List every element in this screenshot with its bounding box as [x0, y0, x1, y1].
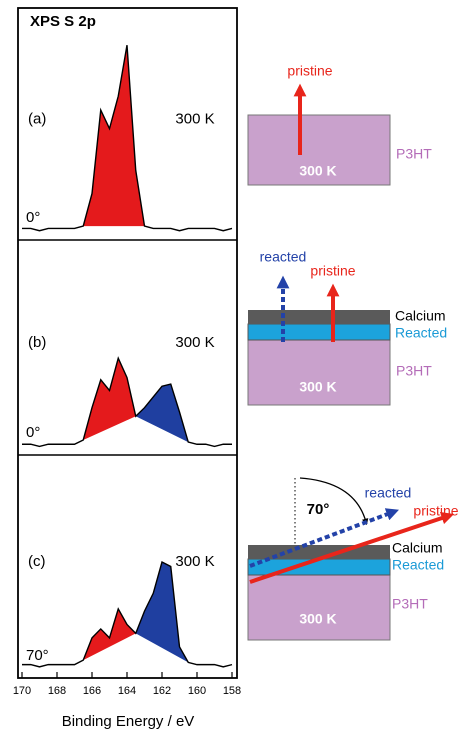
panel-label: (b)	[28, 334, 46, 351]
angle-label: 0°	[26, 209, 40, 226]
panel-label: (c)	[28, 553, 46, 570]
panel-label: (a)	[28, 110, 46, 127]
x-axis-title: Binding Energy / eV	[62, 713, 195, 730]
peak-fill	[83, 358, 136, 440]
pristine-arrow	[249, 511, 455, 584]
p3ht-layer	[247, 114, 391, 186]
angle-label: 70°	[26, 647, 49, 664]
arrow-label: reacted	[365, 485, 412, 501]
temperature-label: 300 K	[175, 553, 214, 570]
x-tick-label: 166	[83, 685, 101, 697]
layer-label: Calcium	[392, 540, 443, 556]
peak-fill	[135, 562, 189, 663]
arrow-label: pristine	[287, 63, 332, 79]
x-tick-label: 160	[188, 685, 206, 697]
p3ht-layer	[247, 574, 391, 641]
x-tick-label: 164	[118, 685, 136, 697]
spectrum-line	[22, 561, 233, 668]
layer-label: Calcium	[395, 308, 446, 324]
reacted-arrow	[249, 508, 399, 568]
chart-title: XPS S 2p	[30, 13, 96, 30]
angle-label: 70°	[307, 501, 330, 518]
x-tick-label: 168	[48, 685, 66, 697]
angle-label: 0°	[26, 424, 40, 441]
temperature-label: 300 K	[175, 334, 214, 351]
x-tick-label: 158	[223, 685, 241, 697]
material-label: P3HT	[396, 363, 432, 379]
reacted-layer	[247, 558, 391, 576]
spectrum-line	[22, 45, 233, 232]
box-label: 300 K	[299, 163, 336, 179]
layer-label: Reacted	[392, 557, 444, 573]
spectrum-line	[22, 356, 232, 448]
peak-fill	[83, 608, 136, 661]
reacted-layer	[247, 323, 391, 341]
material-label: P3HT	[392, 596, 428, 612]
angle-arrow	[299, 477, 369, 526]
layer-label: Reacted	[395, 325, 447, 341]
box-label: 300 K	[299, 611, 336, 627]
arrow-label: reacted	[260, 249, 307, 265]
calcium-layer	[248, 310, 390, 324]
arrow-label: pristine	[310, 263, 355, 279]
arrow-label: pristine	[413, 503, 458, 519]
p3ht-layer	[247, 339, 391, 406]
x-tick-label: 170	[13, 685, 31, 697]
box-label: 300 K	[299, 379, 336, 395]
material-label: P3HT	[396, 146, 432, 162]
x-tick-label: 162	[153, 685, 171, 697]
peak-fill	[83, 45, 145, 227]
temperature-label: 300 K	[175, 110, 214, 127]
